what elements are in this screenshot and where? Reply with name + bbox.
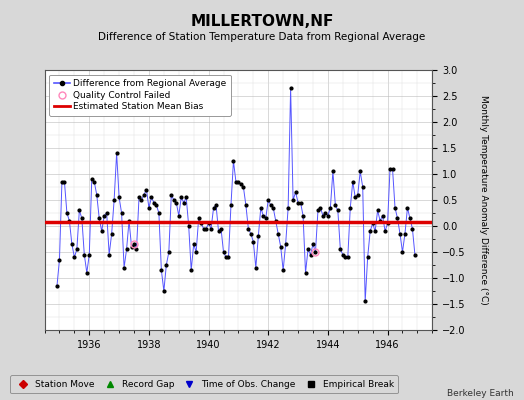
Y-axis label: Monthly Temperature Anomaly Difference (°C): Monthly Temperature Anomaly Difference (… [479,95,488,305]
Legend: Difference from Regional Average, Quality Control Failed, Estimated Station Mean: Difference from Regional Average, Qualit… [49,74,231,116]
Text: MILLERTOWN,NF: MILLERTOWN,NF [190,14,334,29]
Text: Berkeley Earth: Berkeley Earth [447,389,514,398]
Legend: Station Move, Record Gap, Time of Obs. Change, Empirical Break: Station Move, Record Gap, Time of Obs. C… [10,376,398,394]
Text: Difference of Station Temperature Data from Regional Average: Difference of Station Temperature Data f… [99,32,425,42]
